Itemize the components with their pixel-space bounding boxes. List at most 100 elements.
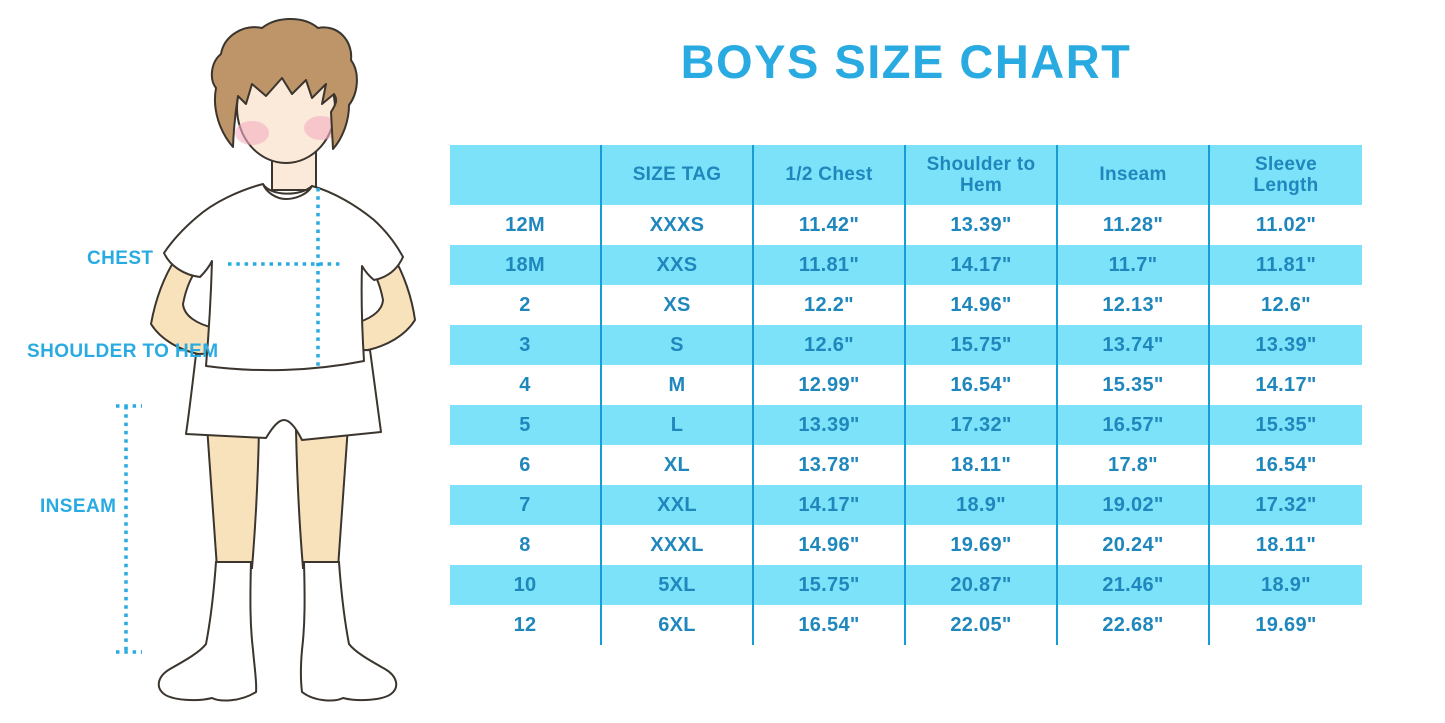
- table-cell: XS: [602, 285, 754, 325]
- table-cell: S: [602, 325, 754, 365]
- table-cell: 2: [450, 285, 602, 325]
- table-row: 12 6XL 16.54" 22.05" 22.68" 19.69": [450, 605, 1362, 645]
- table-cell: 14.17": [754, 485, 906, 525]
- table-row: 7 XXL 14.17" 18.9" 19.02" 17.32": [450, 485, 1362, 525]
- table-cell: M: [602, 365, 754, 405]
- table-cell: 13.74": [1058, 325, 1210, 365]
- table-cell: 12.6": [754, 325, 906, 365]
- header-cell: [450, 145, 602, 205]
- table-row: 10 5XL 15.75" 20.87" 21.46" 18.9": [450, 565, 1362, 605]
- table-cell: XXL: [602, 485, 754, 525]
- table-cell: 16.54": [754, 605, 906, 645]
- table-cell: 12: [450, 605, 602, 645]
- boy-left-sock: [157, 561, 258, 702]
- table-row: 12M XXXS 11.42" 13.39" 11.28" 11.02": [450, 205, 1362, 245]
- table-cell: XXS: [602, 245, 754, 285]
- table-cell: 14.17": [1255, 373, 1317, 396]
- boy-shorts: [185, 349, 382, 441]
- table-cell: 20.87": [906, 565, 1058, 605]
- table-cell: 14.96": [906, 285, 1058, 325]
- table-cell: 16.54": [1255, 453, 1317, 476]
- table-cell: 11.81": [754, 245, 906, 285]
- table-cell: 7: [450, 485, 602, 525]
- table-cell: 12.13": [1058, 285, 1210, 325]
- table-cell: 18M: [450, 245, 602, 285]
- table-cell: 5: [450, 405, 602, 445]
- table-cell: 6: [450, 445, 602, 485]
- table-row: 5 L 13.39" 17.32" 16.57" 15.35": [450, 405, 1362, 445]
- table-cell: 11.28": [1058, 205, 1210, 245]
- table-cell: 17.32": [1255, 493, 1317, 516]
- table-row: 3 S 12.6" 15.75" 13.74" 13.39": [450, 325, 1362, 365]
- table-cell: 17.8": [1058, 445, 1210, 485]
- boy-collar: [262, 183, 313, 195]
- table-cell: 13.39": [1255, 333, 1317, 356]
- boy-hair: [210, 18, 358, 150]
- table-cell: 18.11": [1255, 533, 1317, 556]
- table-cell: XXXL: [602, 525, 754, 565]
- table-cell: 14.17": [906, 245, 1058, 285]
- boy-cheek-left: [235, 121, 269, 145]
- table-cell: 12.99": [754, 365, 906, 405]
- table-row: 8 XXXL 14.96" 19.69" 20.24" 18.11": [450, 525, 1362, 565]
- table-cell: 5XL: [602, 565, 754, 605]
- header-cell: Sleeve Length: [1253, 153, 1319, 196]
- header-cell: Inseam: [1058, 145, 1210, 205]
- table-header-row: SIZE TAG 1/2 Chest Shoulder to Hem Inseam Sl…: [450, 145, 1362, 205]
- table-cell: 14.96": [754, 525, 906, 565]
- table-cell: 18.9": [1261, 573, 1311, 596]
- page-title: BOYS SIZE CHART: [680, 35, 1132, 88]
- table-cell: 12M: [450, 205, 602, 245]
- table-cell: 10: [450, 565, 602, 605]
- boy-illustration: [149, 18, 417, 702]
- table-cell: 15.75": [906, 325, 1058, 365]
- table-cell: 13.78": [754, 445, 906, 485]
- chest-label: CHEST: [87, 248, 154, 269]
- table-cell: 11.81": [1255, 253, 1317, 276]
- boy-left-leg: [205, 424, 261, 569]
- table-cell: 18.11": [906, 445, 1058, 485]
- table-cell: L: [602, 405, 754, 445]
- boy-right-sock: [299, 561, 398, 702]
- table-cell: 15.35": [1255, 413, 1317, 436]
- table-cell: 6XL: [602, 605, 754, 645]
- table-cell: 22.68": [1058, 605, 1210, 645]
- table-cell: 15.35": [1058, 365, 1210, 405]
- table-cell: 11.7": [1058, 245, 1210, 285]
- table-cell: 11.02": [1255, 213, 1317, 236]
- table-cell: 4: [450, 365, 602, 405]
- table-row: 4 M 12.99" 16.54" 15.35" 14.17": [450, 365, 1362, 405]
- table-cell: 16.54": [906, 365, 1058, 405]
- table-cell: 13.39": [754, 405, 906, 445]
- table-cell: XXXS: [602, 205, 754, 245]
- header-cell: SIZE TAG: [602, 145, 754, 205]
- table-cell: 16.57": [1058, 405, 1210, 445]
- measurement-lines: [116, 188, 344, 654]
- boy-shirt: [163, 183, 404, 372]
- boy-cheek-right: [304, 116, 338, 140]
- table-cell: 15.75": [754, 565, 906, 605]
- size-table: SIZE TAG 1/2 Chest Shoulder to Hem Inseam Sl…: [450, 145, 1362, 645]
- table-cell: 18.9": [906, 485, 1058, 525]
- table-row: 2 XS 12.2" 14.96" 12.13" 12.6": [450, 285, 1362, 325]
- table-cell: 19.02": [1058, 485, 1210, 525]
- table-cell: 12.2": [754, 285, 906, 325]
- table-cell: 19.69": [906, 525, 1058, 565]
- inseam-label: INSEAM: [40, 496, 117, 517]
- table-cell: 21.46": [1058, 565, 1210, 605]
- header-cell: Shoulder to Hem: [906, 145, 1058, 205]
- table-cell: 3: [450, 325, 602, 365]
- table-cell: XL: [602, 445, 754, 485]
- table-cell: 19.69": [1255, 613, 1317, 636]
- header-cell: 1/2 Chest: [754, 145, 906, 205]
- table-cell: 20.24": [1058, 525, 1210, 565]
- table-cell: 17.32": [906, 405, 1058, 445]
- shoulder-to-hem-label: SHOULDER TO HEM: [27, 341, 219, 362]
- table-row: 6 XL 13.78" 18.11" 17.8" 16.54": [450, 445, 1362, 485]
- table-row: 18M XXS 11.81" 14.17" 11.7" 11.81": [450, 245, 1362, 285]
- table-cell: 22.05": [906, 605, 1058, 645]
- table-cell: 13.39": [906, 205, 1058, 245]
- table-cell: 8: [450, 525, 602, 565]
- table-cell: 12.6": [1261, 293, 1311, 316]
